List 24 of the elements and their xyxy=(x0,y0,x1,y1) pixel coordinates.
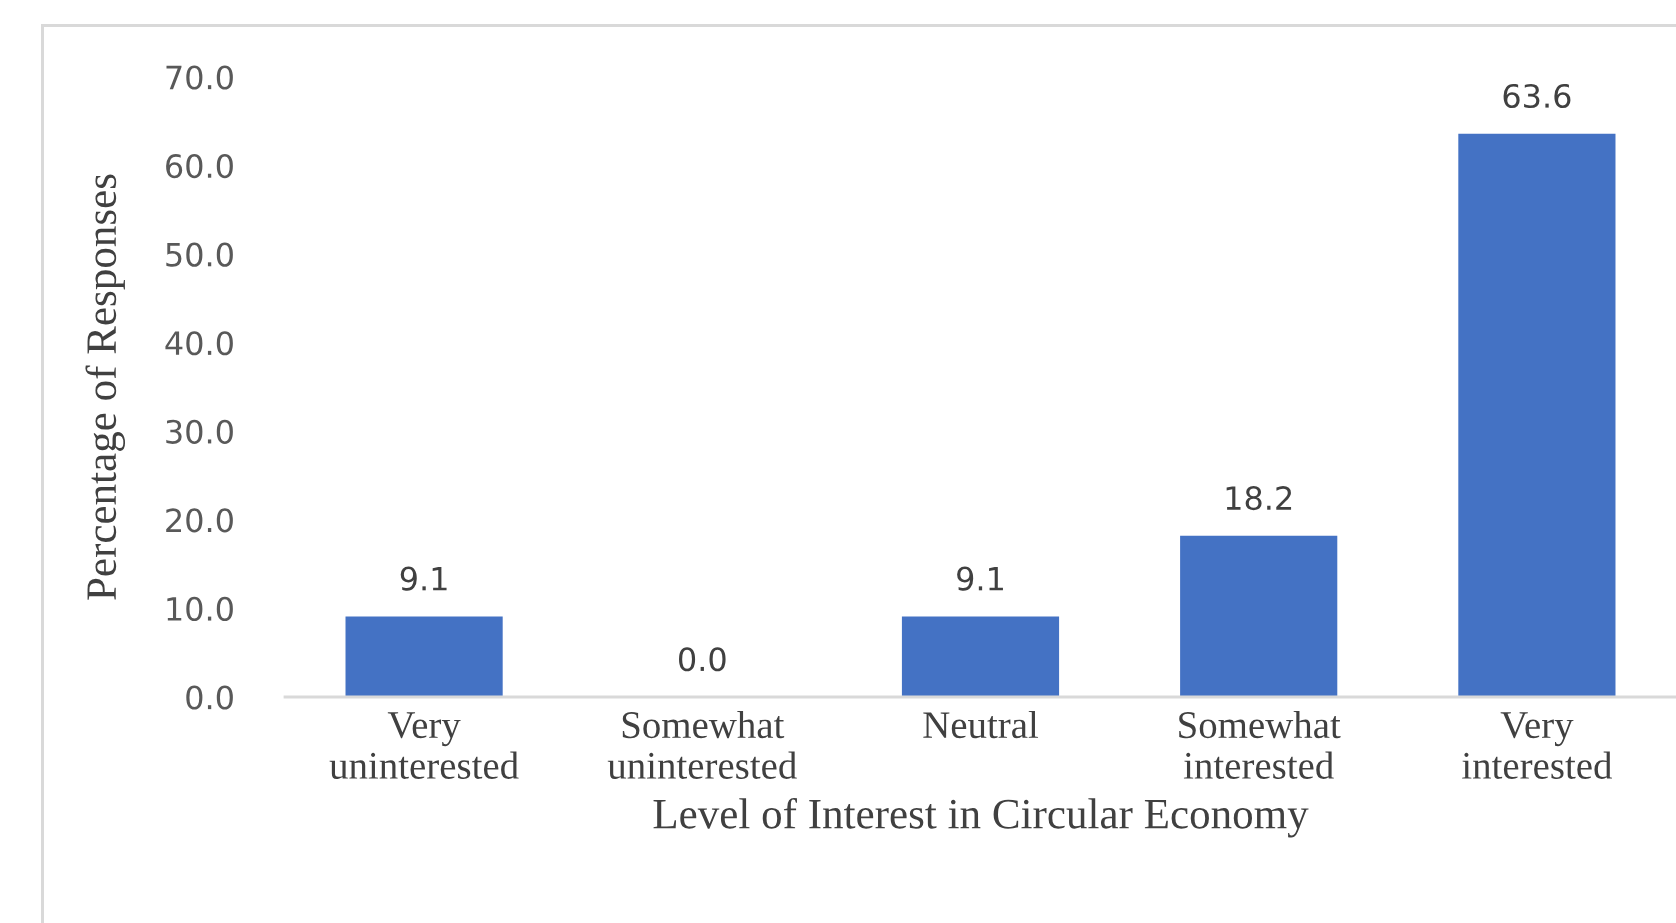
bar xyxy=(1458,133,1616,697)
y-tick-label: 0.0 xyxy=(186,685,233,710)
y-tick-label: 50.0 xyxy=(166,242,233,267)
x-tick-label: Very interested xyxy=(1462,712,1613,779)
y-tick-label: 10.0 xyxy=(167,596,233,622)
y-axis-title: Percentage of Responses xyxy=(85,174,126,600)
y-tick-label: 30.0 xyxy=(166,419,233,444)
data-label: 0.0 xyxy=(679,647,726,672)
y-tick-label: 70.0 xyxy=(166,65,233,90)
x-axis-title: Level of Interest in Circular Economy xyxy=(653,797,1309,838)
y-tick-label: 20.0 xyxy=(166,508,233,533)
x-tick-label: Somewhat uninterested xyxy=(607,710,797,779)
data-label: 9.1 xyxy=(957,566,1003,591)
data-label: 18.2 xyxy=(1226,486,1292,511)
bar xyxy=(901,616,1060,697)
data-label: 9.1 xyxy=(400,566,447,591)
x-tick-label: Very uninterested xyxy=(329,712,519,779)
y-tick-label: 40.0 xyxy=(165,331,233,356)
data-label: 63.6 xyxy=(1503,83,1571,109)
y-tick-label: 60.0 xyxy=(166,154,233,179)
bar xyxy=(345,616,503,697)
x-tick-label: Somewhat interested xyxy=(1179,710,1341,779)
x-tick-label: Neutral xyxy=(923,710,1039,739)
bar xyxy=(1180,535,1338,697)
